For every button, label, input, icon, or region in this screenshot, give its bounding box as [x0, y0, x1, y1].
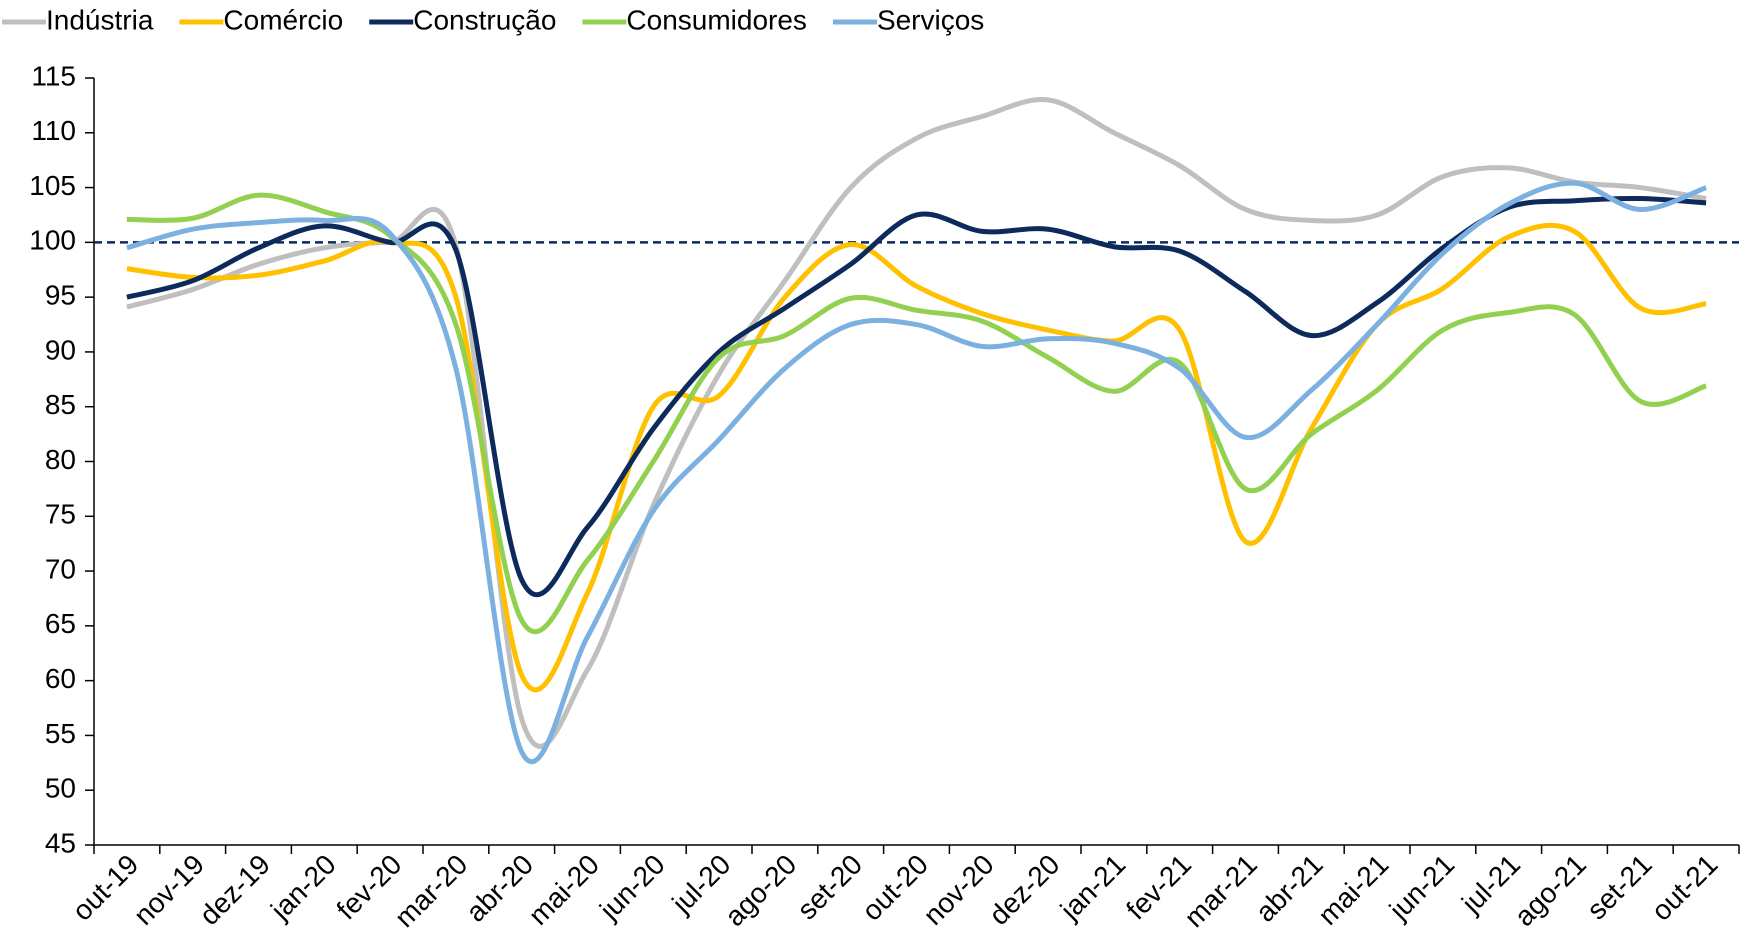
y-tick-label: 55 — [45, 718, 76, 749]
y-tick-label: 80 — [45, 444, 76, 475]
x-tick-label: mar-21 — [1178, 849, 1263, 934]
series-line — [126, 195, 1707, 598]
x-tick-label: mai-21 — [1312, 849, 1394, 931]
legend-label: Indústria — [46, 4, 154, 35]
series-line — [126, 222, 1707, 693]
x-tick-label: ago-20 — [719, 849, 803, 933]
y-tick-label: 75 — [45, 499, 76, 530]
x-tick-label: out-21 — [1645, 849, 1723, 927]
y-tick-label: 65 — [45, 608, 76, 639]
legend-label: Consumidores — [626, 4, 807, 35]
y-tick-label: 85 — [45, 389, 76, 420]
y-tick-label: 70 — [45, 553, 76, 584]
x-tick-label: nov-20 — [917, 849, 999, 931]
x-tick-label: ago-21 — [1508, 849, 1592, 933]
y-tick-label: 60 — [45, 663, 76, 694]
x-tick-label: jun-20 — [593, 849, 671, 927]
x-tick-label: nov-19 — [128, 849, 210, 931]
y-tick-label: 100 — [29, 225, 76, 256]
legend-label: Comércio — [223, 4, 343, 35]
x-tick-label: abr-20 — [460, 849, 539, 928]
x-tick-label: mai-20 — [523, 849, 605, 931]
x-tick-label: abr-21 — [1250, 849, 1329, 928]
x-tick-label: dez-20 — [983, 849, 1065, 931]
x-tick-label: set-21 — [1581, 849, 1658, 926]
y-tick-label: 115 — [31, 60, 76, 91]
y-tick-label: 50 — [45, 773, 76, 804]
y-tick-label: 90 — [45, 334, 76, 365]
legend-label: Serviços — [877, 4, 984, 35]
x-tick-label: jun-21 — [1383, 849, 1461, 927]
y-tick-label: 45 — [45, 827, 76, 858]
x-tick-label: dez-19 — [194, 849, 276, 931]
x-tick-label: jan-20 — [264, 849, 342, 927]
x-tick-label: set-20 — [791, 849, 868, 926]
y-tick-label: 95 — [45, 280, 76, 311]
series-line — [126, 180, 1707, 765]
legend-label: Construção — [413, 4, 556, 35]
x-tick-label: mar-20 — [389, 849, 474, 934]
x-tick-label: jan-21 — [1054, 849, 1132, 927]
y-tick-label: 110 — [31, 115, 76, 146]
series-line — [126, 192, 1707, 635]
series-line — [126, 97, 1707, 749]
y-tick-label: 105 — [29, 170, 76, 201]
